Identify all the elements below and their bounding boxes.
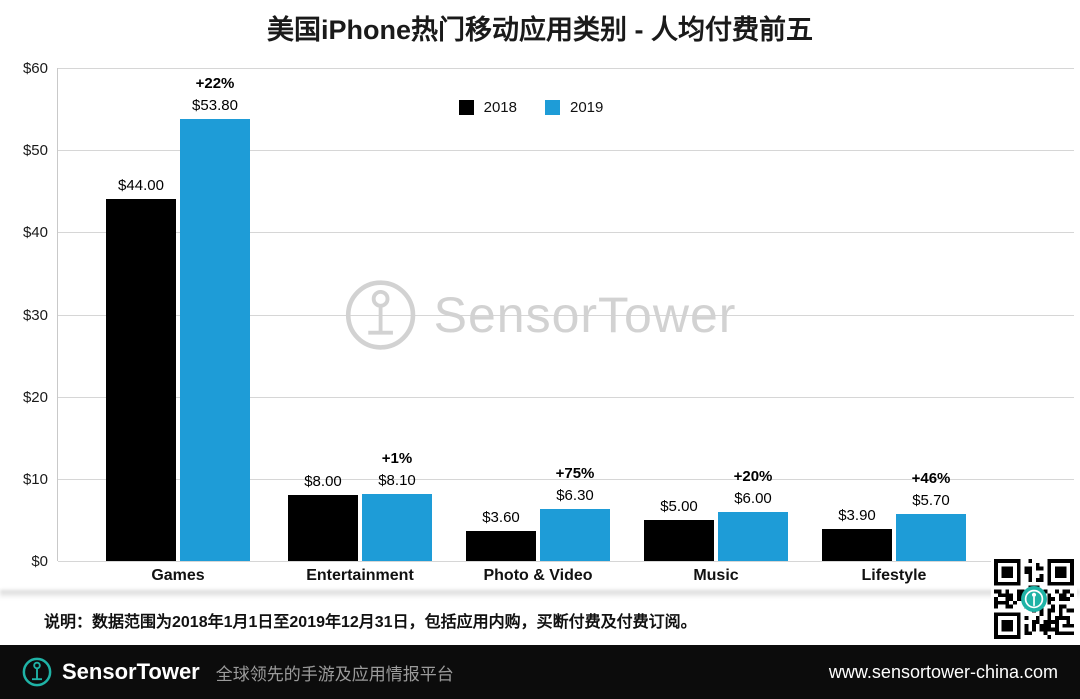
value-label-2019-lifestyle: $5.70 bbox=[912, 492, 950, 510]
value-label-2019-photo-video: $6.30 bbox=[556, 487, 594, 505]
value-label-2019-games: $53.80 bbox=[192, 96, 238, 114]
y-tick-label: $50 bbox=[22, 142, 48, 160]
gridline bbox=[58, 232, 1074, 234]
qr-code bbox=[991, 556, 1077, 642]
bar-2018-photo-video bbox=[466, 531, 536, 561]
pct-label-lifestyle: +46% bbox=[911, 470, 951, 488]
y-tick-label: $60 bbox=[22, 60, 48, 77]
pct-label-music: +20% bbox=[733, 467, 773, 485]
pct-label-photo-video: +75% bbox=[555, 465, 595, 483]
value-label-2018-photo-video: $3.60 bbox=[482, 509, 520, 527]
gridline bbox=[58, 561, 1074, 562]
chart-legend: 2018 2019 bbox=[0, 99, 1080, 116]
value-label-2018-lifestyle: $3.90 bbox=[838, 506, 876, 524]
pct-label-games: +22% bbox=[195, 74, 235, 92]
legend-swatch-2019 bbox=[545, 100, 560, 115]
gridline bbox=[58, 478, 1074, 480]
note-text: 说明：数据范围为2018年1月1日至2019年12月31日，包括应用内购，买断付… bbox=[44, 614, 697, 631]
y-axis-line bbox=[57, 68, 58, 561]
category-label-photo-video: Photo & Video bbox=[483, 567, 593, 584]
bar-2018-entertainment bbox=[288, 495, 358, 561]
bar-2019-entertainment bbox=[362, 494, 432, 561]
y-tick-label: $40 bbox=[22, 224, 48, 242]
legend-label-2019: 2019 bbox=[570, 99, 604, 116]
y-tick-label: $0 bbox=[31, 553, 48, 570]
category-label-games: Games bbox=[151, 567, 205, 584]
value-label-2018-music: $5.00 bbox=[660, 497, 698, 515]
bar-2019-games bbox=[180, 118, 250, 561]
value-label-2018-entertainment: $8.00 bbox=[304, 473, 342, 491]
bar-2018-lifestyle bbox=[822, 528, 892, 561]
card-shadow-divider bbox=[0, 590, 1080, 599]
footer-tagline: 全球领先的手游及应用情报平台 bbox=[215, 664, 454, 684]
value-label-2019-music: $6.00 bbox=[734, 489, 772, 507]
legend-label-2018: 2018 bbox=[483, 99, 517, 116]
category-label-music: Music bbox=[693, 567, 739, 584]
bar-2018-games bbox=[106, 199, 176, 561]
footer-url[interactable]: www.sensortower-china.com bbox=[828, 661, 1058, 682]
bar-2018-music bbox=[644, 519, 714, 561]
gridline bbox=[58, 314, 1074, 316]
category-label-lifestyle: Lifestyle bbox=[861, 567, 927, 584]
footer-bar: SensorTower 全球领先的手游及应用情报平台 www.sensortow… bbox=[0, 645, 1080, 699]
sensortower-logo-icon bbox=[22, 657, 52, 687]
value-label-2018-games: $44.00 bbox=[118, 177, 164, 195]
chart-title: 美国iPhone热门移动应用类别 - 人均付费前五 bbox=[267, 15, 813, 45]
value-label-2019-entertainment: $8.10 bbox=[378, 472, 416, 490]
gridline bbox=[58, 68, 1074, 69]
bar-2019-photo-video bbox=[540, 509, 610, 561]
bar-2019-lifestyle bbox=[896, 514, 966, 561]
legend-swatch-2018 bbox=[458, 100, 474, 115]
y-tick-label: $20 bbox=[22, 388, 48, 406]
y-tick-label: $10 bbox=[22, 470, 48, 488]
qr-code-pattern bbox=[994, 559, 1074, 639]
bar-2019-music bbox=[718, 511, 788, 561]
category-label-entertainment: Entertainment bbox=[306, 567, 414, 584]
y-tick-label: $30 bbox=[22, 306, 48, 324]
pct-label-entertainment: +1% bbox=[381, 450, 413, 468]
gridline bbox=[58, 150, 1074, 152]
gridline bbox=[58, 396, 1074, 398]
footer-brand: SensorTower bbox=[62, 659, 200, 684]
